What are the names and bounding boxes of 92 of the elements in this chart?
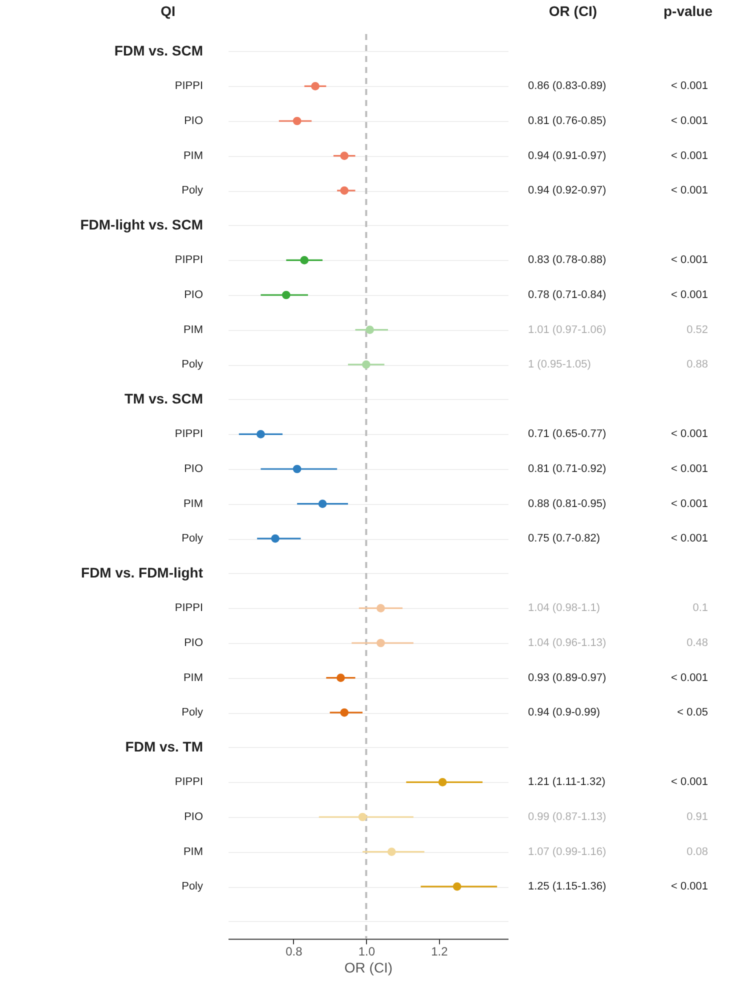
point — [336, 674, 345, 682]
point — [292, 116, 302, 126]
text: 1.01 (0.97-1.06) — [528, 324, 606, 336]
x-tick-label: 1.2 — [431, 944, 448, 958]
text: 0.75 (0.7-0.82) — [528, 532, 600, 545]
x-tick-label: 0.8 — [286, 944, 303, 958]
text: < 0.05 — [677, 706, 708, 719]
y-tick-label: PIPPI — [174, 776, 203, 788]
y-tick-label: Poly — [182, 532, 204, 545]
y-axis-title: QI — [160, 3, 176, 19]
text: 0.99 (0.87-1.13) — [528, 810, 606, 823]
text: < 0.001 — [671, 463, 708, 475]
point — [387, 848, 396, 856]
text: 0.93 (0.89-0.97) — [528, 672, 606, 684]
text: 1.07 (0.99-1.16) — [528, 846, 606, 858]
y-tick-label: FDM vs. SCM — [114, 42, 203, 58]
text: 0.71 (0.65-0.77) — [528, 428, 606, 440]
text: < 0.001 — [671, 150, 708, 162]
y-tick-label: PIM — [183, 150, 203, 162]
text: 0.94 (0.91-0.97) — [528, 150, 606, 162]
text: 0.88 — [686, 358, 708, 371]
x-tick-label: 1.0 — [358, 944, 376, 958]
text: 0.83 (0.78-0.88) — [528, 254, 606, 266]
text: 0.81 (0.76-0.85) — [528, 115, 606, 127]
text: 0.81 (0.71-0.92) — [528, 463, 606, 475]
point — [362, 360, 370, 369]
y-tick-label: PIPPI — [174, 80, 203, 92]
y-tick-label: Poly — [182, 184, 204, 197]
y-tick-label: Poly — [182, 358, 204, 371]
text: < 0.001 — [671, 184, 708, 197]
text: < 0.001 — [671, 880, 708, 893]
point — [452, 882, 462, 891]
text: < 0.001 — [671, 498, 708, 510]
text: 0.08 — [686, 846, 708, 858]
y-tick-label: FDM vs. TM — [125, 738, 203, 754]
y-tick-label: PIPPI — [174, 254, 203, 266]
point — [271, 534, 280, 543]
text: 1.04 (0.98-1.1) — [528, 602, 600, 614]
text: 0.91 — [686, 810, 708, 823]
text: < 0.001 — [671, 254, 708, 266]
point — [376, 604, 385, 612]
point — [311, 82, 320, 90]
y-tick-label: PIO — [184, 637, 204, 649]
x-axis-title: OR (CI) — [344, 959, 393, 976]
text: < 0.001 — [671, 428, 708, 440]
point — [318, 500, 327, 508]
point — [340, 152, 349, 160]
text: 1 (0.95-1.05) — [528, 358, 591, 371]
y-tick-label: PIO — [184, 810, 204, 823]
y-tick-label: PIPPI — [174, 602, 203, 614]
point — [438, 778, 447, 786]
text: < 0.001 — [671, 115, 708, 127]
y-tick-label: Poly — [182, 880, 204, 893]
y-tick-label: FDM vs. FDM-light — [81, 564, 204, 580]
y-tick-label: PIO — [184, 289, 204, 301]
point — [358, 812, 367, 822]
text: 0.1 — [692, 602, 708, 614]
text: < 0.001 — [671, 80, 708, 92]
point — [340, 186, 349, 195]
text: OR (CI) — [548, 3, 598, 19]
point — [282, 290, 290, 300]
text: 0.78 (0.71-0.84) — [528, 289, 606, 301]
text: 1.25 (1.15-1.36) — [528, 880, 606, 893]
point — [300, 256, 309, 264]
y-tick-label: PIM — [183, 498, 203, 510]
y-tick-label: PIM — [183, 846, 203, 858]
y-tick-label: PIM — [183, 324, 203, 336]
text: < 0.001 — [671, 532, 708, 545]
y-tick-label: PIPPI — [174, 428, 203, 440]
y-tick-label: FDM-light vs. SCM — [80, 216, 203, 232]
text: 0.94 (0.92-0.97) — [528, 184, 606, 197]
point — [376, 638, 385, 648]
text: 0.86 (0.83-0.89) — [528, 80, 606, 92]
text: 1.21 (1.11-1.32) — [528, 776, 606, 788]
text: < 0.001 — [671, 672, 708, 684]
point — [256, 430, 265, 438]
point — [292, 464, 302, 474]
y-tick-label: Poly — [182, 706, 204, 719]
text: p-value — [664, 3, 713, 19]
y-tick-label: TM vs. SCM — [124, 390, 203, 406]
text: 0.52 — [686, 324, 708, 336]
text: 0.88 (0.81-0.95) — [528, 498, 606, 510]
y-tick-label: PIO — [184, 463, 204, 475]
text: 1.04 (0.96-1.13) — [528, 637, 606, 649]
point — [340, 708, 349, 717]
y-tick-label: PIO — [184, 115, 204, 127]
text: < 0.001 — [671, 776, 708, 788]
text: < 0.001 — [671, 289, 708, 301]
y-tick-label: PIM — [183, 672, 203, 684]
text: 0.48 — [686, 637, 708, 649]
point — [366, 326, 374, 334]
text: 0.94 (0.9-0.99) — [528, 706, 600, 719]
